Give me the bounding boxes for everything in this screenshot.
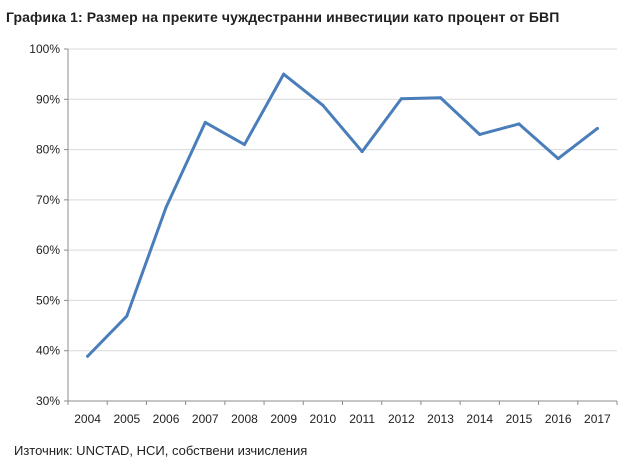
x-tick-label: 2006 [153, 412, 180, 426]
gridlines [68, 48, 617, 352]
data-point [242, 143, 246, 147]
y-tick-label: 80% [36, 143, 60, 157]
y-tick-label: 30% [36, 394, 60, 408]
x-tick-label: 2011 [349, 412, 375, 426]
chart-title: Графика 1: Размер на преките чуждестранн… [6, 9, 560, 25]
x-tick-label: 2015 [506, 412, 533, 426]
data-point [360, 150, 364, 154]
data-point [282, 72, 286, 76]
axes [64, 48, 618, 405]
x-tick-label: 2014 [466, 412, 493, 426]
y-tick-label: 50% [36, 293, 60, 307]
y-tick-label: 90% [36, 92, 60, 106]
x-tick-label: 2010 [310, 412, 337, 426]
data-point [86, 354, 90, 358]
data-point [321, 103, 325, 107]
x-tick-label: 2007 [192, 412, 219, 426]
series-line [86, 72, 599, 358]
data-point [399, 97, 403, 101]
source-note: Източник: UNCTAD, НСИ, собствени изчисле… [14, 443, 308, 458]
y-tick-label: 60% [36, 243, 60, 257]
y-tick-label: 70% [36, 193, 60, 207]
x-tick-label: 2008 [231, 412, 258, 426]
x-tick-label: 2017 [584, 412, 611, 426]
data-point [595, 126, 599, 130]
data-point [556, 157, 560, 161]
x-tick-label: 2016 [545, 412, 572, 426]
series-group [86, 72, 599, 358]
data-point [439, 96, 443, 100]
data-point [517, 122, 521, 126]
x-tick-label: 2009 [270, 412, 297, 426]
y-tick-label: 40% [36, 344, 60, 358]
x-tick-label: 2004 [74, 412, 101, 426]
x-axis-ticks: 2004 2005 2006 2007 2008 2009 2010 2011 2012 2013… [74, 412, 611, 426]
data-point [164, 205, 168, 209]
y-axis-ticks: 30% 40% 50% 60% 70% 80% 90% 100% [29, 42, 60, 408]
x-tick-label: 2005 [113, 412, 140, 426]
data-point [125, 314, 129, 318]
x-tick-label: 2013 [427, 412, 454, 426]
data-point [478, 132, 482, 136]
x-tick-label: 2012 [388, 412, 415, 426]
y-tick-label: 100% [29, 42, 60, 56]
data-point [203, 120, 207, 124]
